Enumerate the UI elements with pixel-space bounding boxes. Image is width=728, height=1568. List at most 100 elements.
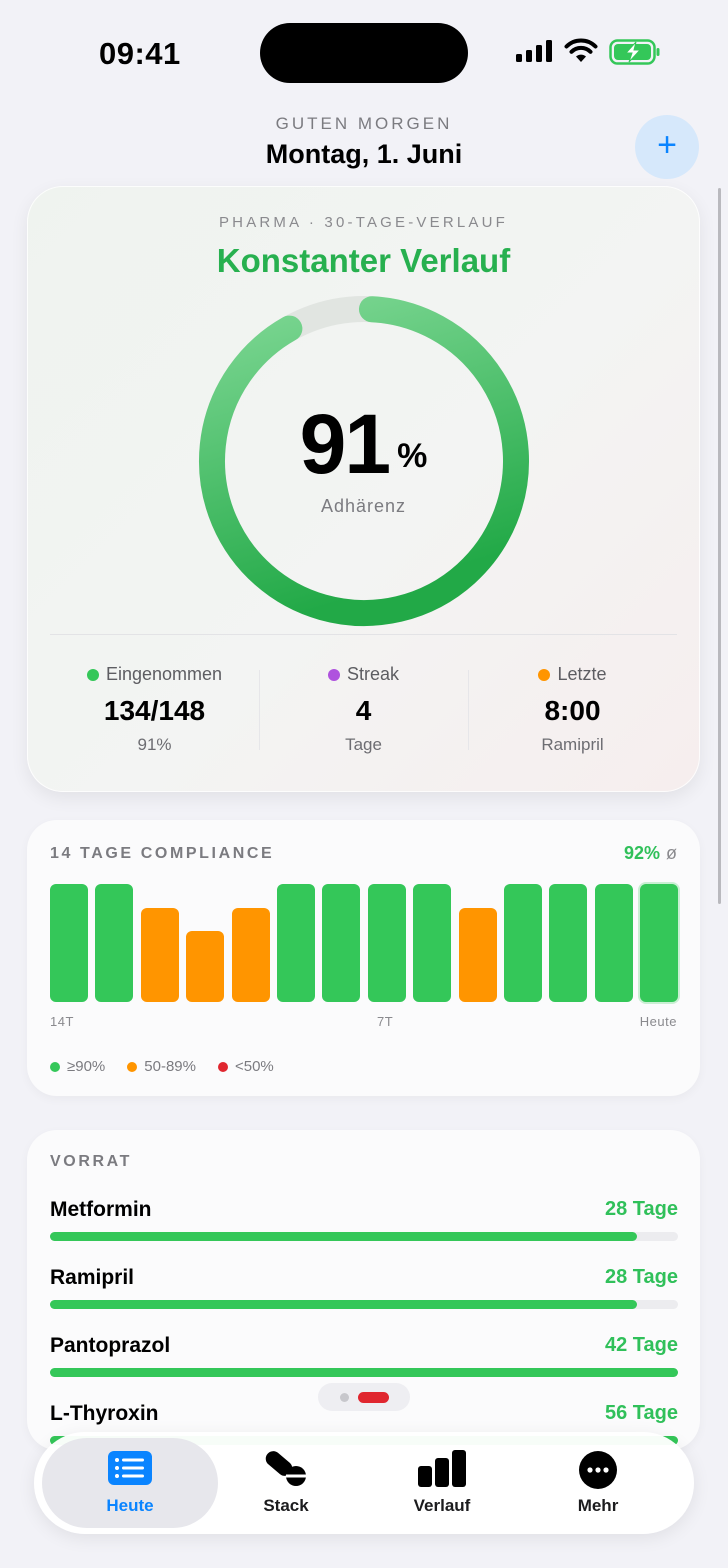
stat-value: 134/148 <box>103 695 206 726</box>
medication-name: Ramipril <box>50 1266 135 1289</box>
page-indicator[interactable] <box>318 1383 410 1411</box>
legend-item: ≥90% <box>50 1058 105 1075</box>
supply-fill <box>50 1368 678 1377</box>
tab-stack[interactable]: Stack <box>198 1438 374 1528</box>
greeting-text: GUTEN MORGEN <box>275 114 453 133</box>
supply-days: 42 Tage <box>605 1334 678 1356</box>
page-header: GUTEN MORGEN Montag, 1. Juni <box>0 114 728 170</box>
adherence-status-title: Konstanter Verlauf <box>216 242 511 279</box>
supply-fill <box>50 1232 638 1241</box>
stat-value: 8:00 <box>544 695 601 726</box>
compliance-bar <box>549 884 588 1002</box>
compliance-title: 14 TAGE COMPLIANCE <box>50 845 275 862</box>
average-symbol: ø <box>666 843 677 863</box>
supply-row[interactable]: Ramipril 28 Tage <box>50 1266 678 1309</box>
scrollbar[interactable] <box>718 188 721 904</box>
more-icon <box>579 1451 617 1489</box>
compliance-average: 92% ø <box>624 843 677 864</box>
compliance-bar <box>367 884 406 1002</box>
adherence-value: 91% <box>27 396 700 493</box>
medication-name: Pantoprazol <box>50 1334 171 1357</box>
compliance-bar-today <box>640 884 678 1002</box>
status-dot <box>538 668 551 681</box>
list-icon <box>108 1451 152 1485</box>
battery-charging-icon <box>609 39 660 65</box>
compliance-bar <box>322 884 361 1002</box>
stat-label: Eingenommen <box>105 664 223 684</box>
divider <box>50 634 677 635</box>
supply-days: 56 Tage <box>605 1402 678 1424</box>
page-dot[interactable] <box>340 1393 349 1402</box>
legend-label: 50-89% <box>144 1058 196 1075</box>
tab-verlauf[interactable]: Verlauf <box>354 1438 530 1528</box>
compliance-bar <box>186 931 225 1002</box>
compliance-bar <box>503 884 542 1002</box>
compliance-legend: ≥90% 50-89% <50% <box>50 1058 274 1075</box>
page-title: Montag, 1. Juni <box>265 139 463 169</box>
legend-dot <box>50 1061 60 1072</box>
stat-sub: Ramipril <box>541 735 604 754</box>
stat-value: 4 <box>355 695 372 726</box>
stat-label: Letzte <box>557 664 607 684</box>
tab-label: Heute <box>106 1496 154 1515</box>
dynamic-island <box>260 23 468 83</box>
pills-icon <box>265 1451 306 1486</box>
tab-label: Mehr <box>577 1496 619 1515</box>
compliance-bar <box>413 884 452 1002</box>
supply-track <box>50 1232 678 1241</box>
compliance-bar <box>276 884 315 1002</box>
status-dot <box>327 668 340 681</box>
tab-label: Verlauf <box>413 1496 471 1515</box>
medication-name: L-Thyroxin <box>50 1402 159 1425</box>
adherence-stats: Eingenommen 134/148 91% Streak 4 Tage Le… <box>50 652 677 762</box>
compliance-bar <box>231 907 270 1002</box>
supply-days: 28 Tage <box>605 1266 678 1288</box>
supply-row[interactable]: Metformin 28 Tage <box>50 1198 678 1241</box>
adherence-card: PHARMA · 30-TAGE-VERLAUF Konstanter Verl… <box>27 186 700 792</box>
tab-mehr[interactable]: Mehr <box>510 1438 686 1528</box>
tab-bar: Heute Stack Verlauf Mehr <box>34 1432 694 1534</box>
stat-label: Streak <box>346 664 400 684</box>
wifi-icon <box>564 38 598 62</box>
axis-label-middle: 7T <box>377 1014 394 1029</box>
legend-dot <box>127 1061 138 1072</box>
stat-streak: Streak 4 Tage <box>259 652 468 762</box>
stat-last: Letzte 8:00 Ramipril <box>468 652 677 762</box>
add-button[interactable]: + <box>635 115 699 179</box>
adherence-label: Adhärenz <box>320 496 407 516</box>
supply-days: 28 Tage <box>605 1198 678 1220</box>
adherence-ring <box>199 296 529 626</box>
tab-heute[interactable]: Heute <box>42 1438 218 1528</box>
compliance-average-value: 92% <box>623 843 660 863</box>
legend-item: 50-89% <box>127 1058 196 1075</box>
compliance-bar <box>458 907 497 1002</box>
compliance-bars <box>50 882 678 1002</box>
status-bar: 09:41 <box>0 0 728 100</box>
stat-sub: 91% <box>137 735 172 754</box>
page-dot-active[interactable] <box>358 1392 389 1403</box>
legend-label: ≥90% <box>67 1058 106 1075</box>
compliance-bar <box>594 884 633 1002</box>
axis-label-end: Heute <box>639 1014 677 1029</box>
compliance-card[interactable]: 14 TAGE COMPLIANCE 92% ø 14T 7T Heute ≥90… <box>27 820 700 1096</box>
supply-track <box>50 1368 678 1377</box>
medication-name: Metformin <box>50 1198 152 1221</box>
supply-title: VORRAT <box>50 1153 132 1170</box>
supply-card[interactable]: VORRAT Metformin 28 Tage Ramipril 28 Tag… <box>27 1130 700 1450</box>
status-time: 09:41 <box>99 36 181 71</box>
tab-label: Stack <box>263 1496 309 1515</box>
stat-taken: Eingenommen 134/148 91% <box>50 652 259 762</box>
adherence-percent: 91 <box>299 397 391 491</box>
status-dot <box>86 668 99 681</box>
legend-item: <50% <box>217 1058 274 1075</box>
supply-row[interactable]: Pantoprazol 42 Tage <box>50 1334 678 1377</box>
compliance-bar <box>140 907 179 1002</box>
compliance-bar <box>95 884 134 1002</box>
supply-track <box>50 1300 678 1309</box>
legend-label: <50% <box>234 1058 274 1075</box>
bar-chart-icon <box>418 1450 466 1487</box>
adherence-progress-arc <box>199 296 529 626</box>
axis-label-start: 14T <box>50 1014 74 1029</box>
stat-sub: Tage <box>345 735 382 754</box>
supply-fill <box>50 1300 638 1309</box>
